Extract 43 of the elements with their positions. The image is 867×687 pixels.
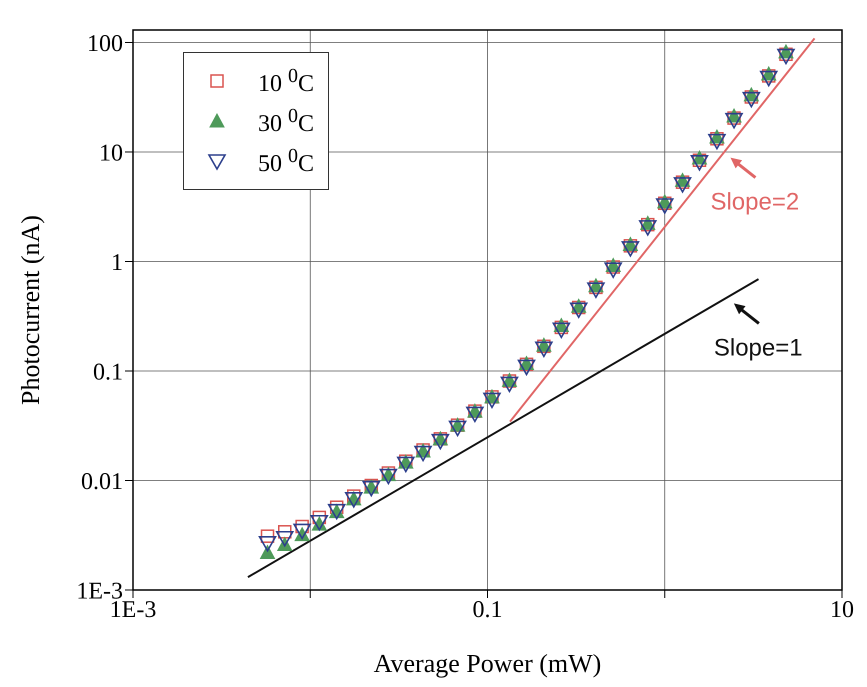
legend-label: 30 $^{0}$C bbox=[258, 104, 314, 138]
point bbox=[742, 92, 760, 108]
point bbox=[432, 434, 450, 450]
annotation: Slope=1 bbox=[714, 334, 803, 362]
point bbox=[535, 342, 553, 358]
point bbox=[622, 241, 640, 257]
x-axis-title: Average Power (mW) bbox=[374, 649, 602, 678]
point bbox=[466, 406, 484, 422]
y-tick-label: 1 bbox=[111, 250, 123, 276]
point bbox=[708, 134, 726, 150]
y-tick-label: 0.1 bbox=[93, 360, 123, 386]
x-tick-label: 10 bbox=[830, 597, 854, 624]
point bbox=[260, 529, 274, 543]
legend-label: 50 $^{0}$C bbox=[258, 144, 314, 178]
point bbox=[293, 524, 311, 540]
point bbox=[656, 198, 674, 214]
point bbox=[500, 376, 518, 392]
point bbox=[278, 525, 292, 539]
x-tick-label: 0.1 bbox=[472, 597, 502, 624]
y-axis-title: Photocurrent (nA) bbox=[16, 215, 46, 405]
point bbox=[638, 220, 657, 236]
point bbox=[604, 262, 622, 278]
point bbox=[518, 360, 536, 376]
y-tick-label: 100 bbox=[87, 30, 123, 57]
y-tick-label: 0.01 bbox=[81, 469, 123, 496]
point bbox=[690, 155, 708, 171]
y-tick-label: 10 bbox=[99, 140, 123, 166]
point bbox=[552, 322, 570, 338]
legend-label: 10 $^{0}$C bbox=[258, 64, 314, 98]
point bbox=[570, 302, 588, 318]
point bbox=[483, 392, 501, 408]
point bbox=[448, 420, 466, 436]
point bbox=[414, 446, 432, 462]
point bbox=[276, 530, 294, 547]
point bbox=[777, 48, 795, 64]
point bbox=[725, 112, 743, 129]
annotation: Slope=2 bbox=[710, 188, 800, 216]
point bbox=[760, 70, 778, 86]
point bbox=[587, 282, 605, 298]
point bbox=[380, 468, 398, 484]
point bbox=[674, 177, 692, 193]
point bbox=[397, 456, 415, 472]
point bbox=[258, 536, 276, 552]
